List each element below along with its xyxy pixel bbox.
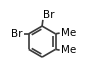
Text: Me: Me [61, 45, 76, 55]
Text: Br: Br [43, 10, 55, 19]
Text: Br: Br [11, 29, 23, 39]
Text: Me: Me [61, 28, 76, 38]
